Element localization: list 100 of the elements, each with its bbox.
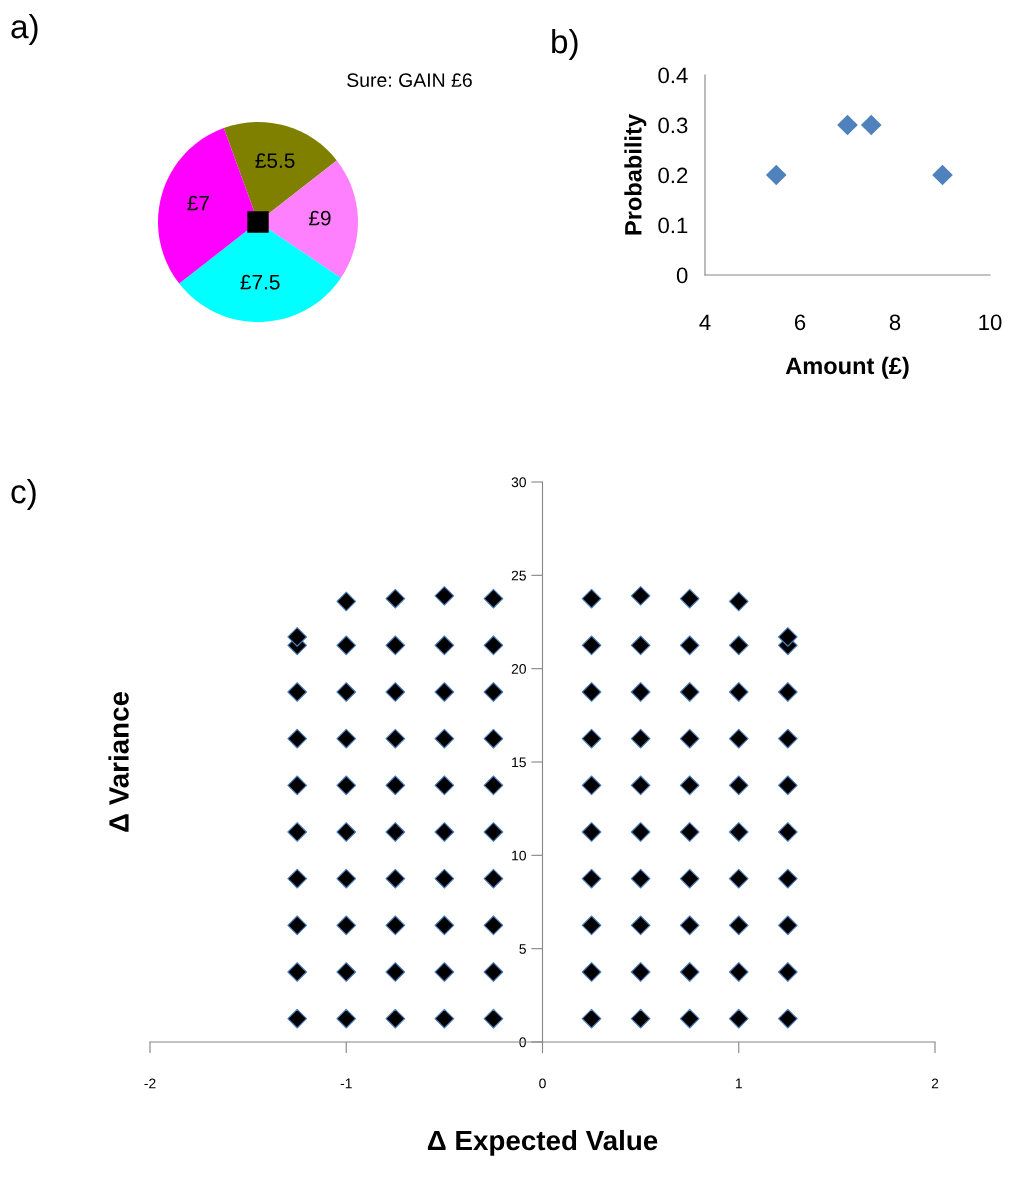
- point: [679, 822, 700, 842]
- point: [287, 1008, 308, 1029]
- point: [630, 775, 651, 796]
- point: [728, 868, 749, 889]
- y-tick-label: 0.3: [658, 117, 688, 134]
- slice-label: £7: [187, 195, 209, 211]
- point: [679, 682, 700, 702]
- point: [679, 868, 700, 889]
- point: [777, 682, 798, 702]
- point: [287, 682, 308, 702]
- y-tick-label: 0.1: [658, 217, 688, 234]
- point: [630, 635, 651, 656]
- point: [679, 915, 700, 936]
- point: [581, 588, 602, 609]
- point: [385, 868, 406, 889]
- point: [434, 868, 455, 889]
- point: [777, 627, 798, 647]
- point: [385, 1008, 406, 1029]
- point: [630, 585, 651, 606]
- point: [434, 682, 455, 702]
- point: [630, 915, 651, 936]
- point: [483, 728, 504, 749]
- chart-title: c): [11, 478, 36, 510]
- y-tick-label: 0: [676, 267, 688, 284]
- point: [581, 822, 602, 842]
- point: [483, 1008, 504, 1029]
- point: [336, 728, 357, 749]
- point: [483, 775, 504, 796]
- point: [581, 728, 602, 749]
- point: [385, 682, 406, 702]
- point: [679, 1008, 700, 1029]
- point: [630, 1008, 651, 1029]
- point: [483, 588, 504, 609]
- x-tick-label: 2: [931, 1078, 939, 1089]
- point: [287, 822, 308, 842]
- point: [434, 585, 455, 606]
- y-tick-label: 20: [511, 664, 526, 674]
- x-tick-label: -2: [144, 1078, 156, 1089]
- point: [777, 822, 798, 842]
- point: [385, 588, 406, 609]
- point: [336, 635, 357, 656]
- y-axis-title: Probability: [624, 114, 647, 235]
- point: [630, 728, 651, 749]
- point: [287, 868, 308, 889]
- point: [581, 962, 602, 982]
- y-tick-label: 0: [519, 1037, 526, 1048]
- x-tick-label: 1: [735, 1078, 742, 1089]
- point: [336, 962, 357, 982]
- point: [777, 962, 798, 982]
- point: [483, 915, 504, 936]
- point: [385, 915, 406, 936]
- point: [777, 868, 798, 889]
- chart-title: a): [11, 13, 38, 45]
- point: [483, 682, 504, 702]
- point: [777, 1008, 798, 1029]
- point: [728, 775, 749, 796]
- point: [483, 635, 504, 656]
- x-tick-label: 10: [979, 314, 1002, 331]
- slice-label: £9: [308, 210, 331, 226]
- point: [581, 775, 602, 796]
- text: Sure: GAIN £6: [347, 73, 472, 88]
- point: [336, 591, 357, 612]
- x-axis-title: Amount (£): [785, 356, 909, 379]
- point: [385, 635, 406, 656]
- point: [679, 635, 700, 656]
- point: [728, 822, 749, 842]
- x-tick-label: 6: [794, 314, 806, 331]
- point: [777, 775, 798, 796]
- y-axis-title: Δ Variance: [108, 691, 129, 832]
- point: [287, 775, 308, 796]
- point: [434, 915, 455, 936]
- point: [434, 962, 455, 982]
- point: [630, 822, 651, 842]
- point: [679, 775, 700, 796]
- y-tick-label: 5: [519, 944, 526, 954]
- point: [630, 962, 651, 982]
- point: [336, 682, 357, 702]
- point: [336, 915, 357, 936]
- y-tick-label: 10: [512, 850, 526, 861]
- point: [385, 728, 406, 749]
- point: [728, 682, 749, 702]
- x-tick-label: 8: [889, 314, 901, 331]
- chart-title: b): [552, 28, 578, 60]
- point: [728, 915, 749, 936]
- point: [287, 915, 308, 936]
- point: [434, 775, 455, 796]
- slice-label: £7.5: [240, 274, 280, 290]
- point: [728, 635, 749, 656]
- point: [336, 775, 357, 796]
- point: [287, 728, 308, 749]
- point: [679, 962, 700, 982]
- y-tick-label: 0.4: [658, 67, 688, 84]
- point: [679, 588, 700, 609]
- x-axis-title: Δ Expected Value: [427, 1129, 658, 1156]
- y-tick-label: 30: [511, 477, 526, 488]
- point: [336, 868, 357, 889]
- point: [287, 962, 308, 982]
- y-tick-label: 25: [511, 570, 526, 581]
- point: [434, 728, 455, 749]
- point: [483, 962, 504, 982]
